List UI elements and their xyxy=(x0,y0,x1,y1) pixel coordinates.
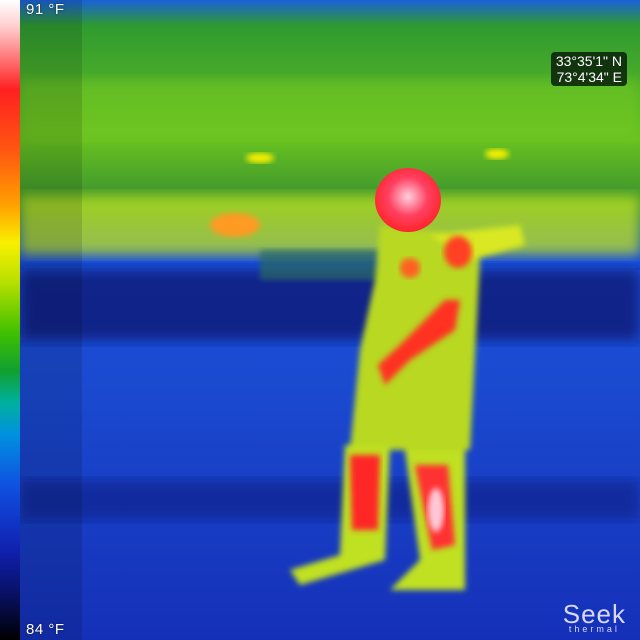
gps-coordinates-box: 33°35'1" N 73°4'34" E xyxy=(550,52,627,86)
gps-longitude: 73°4'34" E xyxy=(556,69,622,85)
max-temperature-label: 91 °F xyxy=(26,1,65,18)
min-temperature-label: 84 °F xyxy=(26,621,65,638)
gps-latitude: 33°35'1" N xyxy=(555,53,622,69)
brand-tagline: thermal xyxy=(568,624,620,634)
seek-thermal-logo: Seek thermal xyxy=(562,599,626,634)
hot-region-head xyxy=(375,168,441,232)
brand-name: Seek xyxy=(562,599,626,629)
hot-region-left-leg xyxy=(350,455,380,530)
temperature-scale-bar xyxy=(0,0,20,640)
